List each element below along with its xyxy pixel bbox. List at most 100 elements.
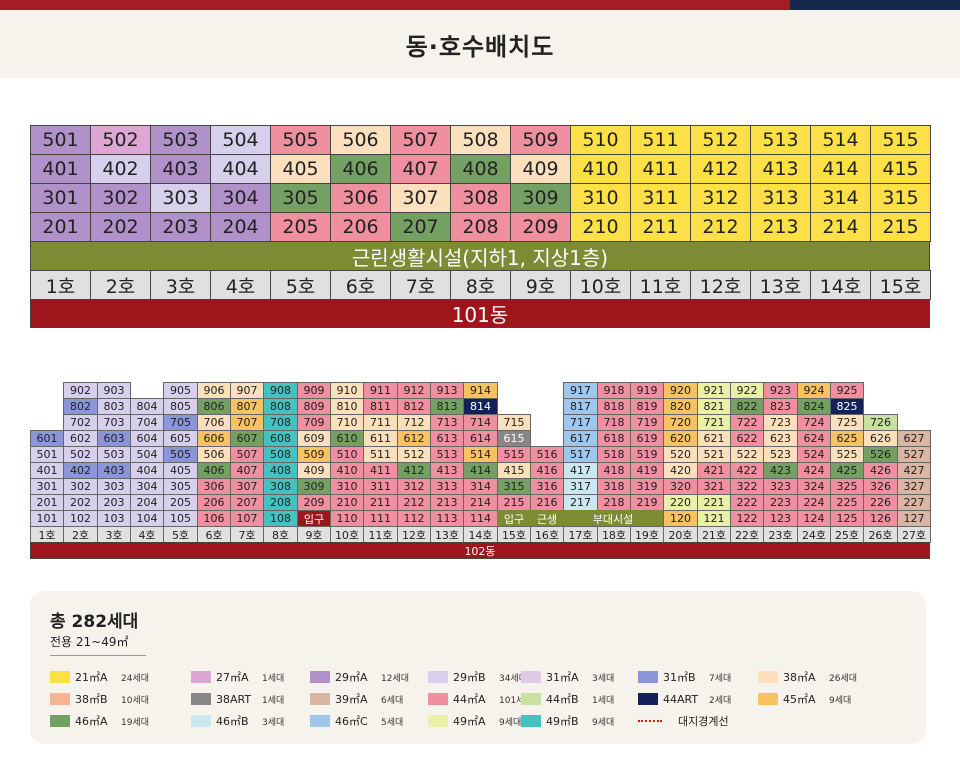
legend-swatch [521,671,541,683]
unit-cell: 306 [197,478,231,495]
unit-cell: 622 [730,430,764,447]
unit-cell: 322 [730,478,764,495]
unit-cell: 920 [663,382,698,399]
unit-cell: 721 [697,414,731,431]
unit-cell: 211 [363,494,398,511]
unit-cell: 323 [763,478,798,495]
unit-cell: 419 [630,462,664,479]
legend-type: 대지경계선 [678,715,729,728]
unit-cell: 502 [90,125,151,155]
unit-cell: 516 [530,446,564,463]
legend-swatch [191,693,211,705]
unit-cell: 214 [810,212,871,242]
unit-cell: 214 [463,494,498,511]
legend-type: 31㎡B [663,671,696,684]
legend-item: 29㎡B 34세대 [428,669,527,685]
unit-cell: 508 [263,446,298,463]
unit-cell: 619 [630,430,664,447]
header: 동·호수배치도 [0,10,960,78]
unit-cell: 606 [197,430,231,447]
unit-cell: 913 [430,382,464,399]
line-label: 10호 [570,270,631,300]
unit-cell: 105 [163,510,198,527]
unit-cell: 202 [63,494,98,511]
unit-cell: 321 [697,478,731,495]
unit-cell: 808 [263,398,298,415]
legend-swatch [428,715,448,727]
unit-cell: 503 [97,446,131,463]
unit-cell: 212 [397,494,431,511]
legend-count: 9세대 [829,695,852,706]
unit-cell: 422 [730,462,764,479]
unit-cell: 316 [530,478,564,495]
legend-item: 38ART 1세대 [191,691,284,707]
unit-cell: 220 [663,494,698,511]
line-label: 5호 [270,270,331,300]
unit-cell: 501 [30,125,91,155]
unit-cell: 510 [330,446,364,463]
unit-cell: 806 [197,398,231,415]
unit-cell: 417 [563,462,598,479]
legend-count: 1세대 [592,695,615,706]
unit-cell: 325 [830,478,864,495]
unit-cell: 908 [263,382,298,399]
unit-cell: 314 [810,183,871,213]
unit-cell: 922 [730,382,764,399]
unit-cell: 123 [763,510,798,527]
unit-cell: 819 [630,398,664,415]
legend-count: 6세대 [381,695,404,706]
unit-cell: 713 [430,414,464,431]
unit-cell: 107 [230,510,264,527]
unit-cell: 902 [63,382,98,399]
unit-cell: 620 [663,430,698,447]
unit-cell: 입구 [497,510,531,527]
building-101-diagram: 501 502 503 504 505 506 507 508 509 510 511 512 513 5… [30,125,931,329]
unit-cell: 306 [330,183,391,213]
unit-cell: 803 [97,398,131,415]
unit-cell: 210 [570,212,631,242]
legend-count: 10세대 [121,695,150,706]
unit-cell: 513 [750,125,811,155]
unit-cell: 717 [563,414,598,431]
unit-cell: 517 [563,446,598,463]
unit-cell: 811 [363,398,398,415]
unit-cell: 918 [597,382,631,399]
unit-cell: 313 [750,183,811,213]
unit-cell: 914 [463,382,498,399]
unit-cell: 201 [30,494,64,511]
unit-cell: 805 [163,398,198,415]
unit-cell: 627 [897,430,931,447]
line-label: 12호 [690,270,751,300]
unit-cell: 515 [870,125,931,155]
unit-cell: 입구 [297,510,331,527]
line-label: 21호 [697,526,731,543]
line-label: 14호 [463,526,498,543]
legend-count: 34세대 [499,673,528,684]
unit-cell: 227 [897,494,931,511]
unit-cell: 525 [830,446,864,463]
unit-cell: 326 [863,478,898,495]
building-name: 102동 [30,542,930,559]
unit-cell: 718 [597,414,631,431]
unit-cell: 207 [390,212,451,242]
unit-cell: 626 [863,430,898,447]
line-label: 1호 [30,270,91,300]
unit-cell: 724 [797,414,831,431]
unit-cell: 822 [730,398,764,415]
unit-cell: 510 [570,125,631,155]
legend-item: 31㎡B 7세대 [638,669,731,685]
unit-cell: 402 [90,154,151,184]
unit-cell: 406 [197,462,231,479]
legend-type: 21㎡A [75,671,108,684]
unit-cell: 302 [63,478,98,495]
unit-cell: 615 [497,430,531,447]
unit-cell: 309 [510,183,571,213]
unit-cell: 122 [730,510,764,527]
line-label: 23호 [763,526,798,543]
unit-cell: 303 [150,183,211,213]
legend-type: 46㎡A [75,715,108,728]
unit-cell: 217 [563,494,598,511]
unit-cell: 208 [263,494,298,511]
unit-cell: 511 [630,125,691,155]
unit-cell: 318 [597,478,631,495]
